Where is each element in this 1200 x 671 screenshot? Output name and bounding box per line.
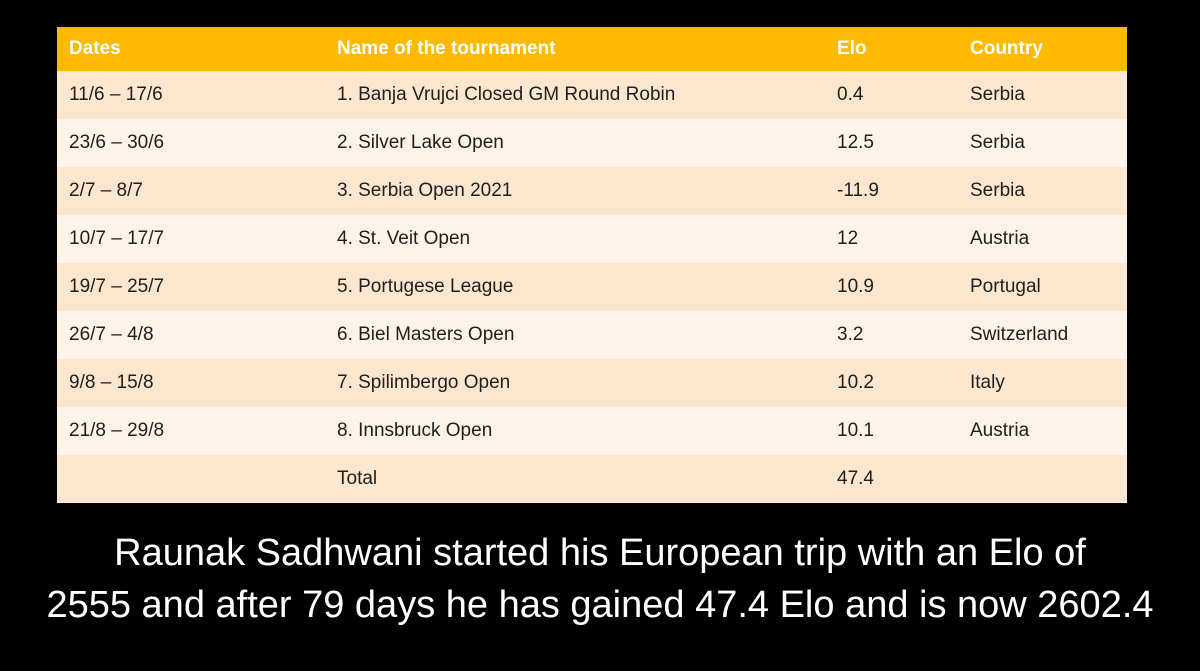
table-cell: 21/8 – 29/8 [57,407,325,455]
tournament-table-body: 11/6 – 17/6 1. Banja Vrujci Closed GM Rou… [57,71,1127,503]
table-cell: 3. Serbia Open 2021 [325,167,825,215]
tournament-table-head: Dates Name of the tournament Elo Country [57,27,1127,71]
table-cell: 5. Portugese League [325,263,825,311]
column-header: Country [958,27,1127,71]
table-cell: 11/6 – 17/6 [57,71,325,119]
table-cell: Italy [958,359,1127,407]
table-row: 23/6 – 30/6 2. Silver Lake Open 12.5 Serbia [57,119,1127,167]
column-header: Dates [57,27,325,71]
table-row: 2/7 – 8/7 3. Serbia Open 2021 -11.9 Serbia [57,167,1127,215]
table-cell: 0.4 [825,71,958,119]
table-cell: 10.2 [825,359,958,407]
table-row: 21/8 – 29/8 8. Innsbruck Open 10.1 Austria [57,407,1127,455]
table-row: 26/7 – 4/8 6. Biel Masters Open 3.2 Switzer… [57,311,1127,359]
table-cell [57,455,325,503]
table-cell: Serbia [958,119,1127,167]
table-cell: 26/7 – 4/8 [57,311,325,359]
table-row: 11/6 – 17/6 1. Banja Vrujci Closed GM Rou… [57,71,1127,119]
header-row: Dates Name of the tournament Elo Country [57,27,1127,71]
column-header: Name of the tournament [325,27,825,71]
table-row: 9/8 – 15/8 7. Spilimbergo Open 10.2 Italy [57,359,1127,407]
table-cell: Austria [958,215,1127,263]
table-cell [958,455,1127,503]
table-cell: Total [325,455,825,503]
table-row: Total 47.4 [57,455,1127,503]
table-cell: 9/8 – 15/8 [57,359,325,407]
summary-caption: Raunak Sadhwani started his European tri… [0,527,1200,631]
table-cell: 10.9 [825,263,958,311]
table-cell: 2. Silver Lake Open [325,119,825,167]
table-cell: Austria [958,407,1127,455]
table-cell: 4. St. Veit Open [325,215,825,263]
table-row: 10/7 – 17/7 4. St. Veit Open 12 Austria [57,215,1127,263]
table-cell: 3.2 [825,311,958,359]
table-cell: 19/7 – 25/7 [57,263,325,311]
table-cell: 7. Spilimbergo Open [325,359,825,407]
table-cell: 10/7 – 17/7 [57,215,325,263]
table-cell: 23/6 – 30/6 [57,119,325,167]
tournament-table-container: Dates Name of the tournament Elo Country 11… [57,27,1127,503]
table-cell: 6. Biel Masters Open [325,311,825,359]
table-cell: 1. Banja Vrujci Closed GM Round Robin [325,71,825,119]
table-cell: 12.5 [825,119,958,167]
summary-caption-line2: 2555 and after 79 days he has gained 47.… [46,584,1154,626]
table-cell: 2/7 – 8/7 [57,167,325,215]
table-cell: Serbia [958,71,1127,119]
table-cell: 10.1 [825,407,958,455]
summary-caption-line1: Raunak Sadhwani started his European tri… [114,532,1086,574]
table-cell: Switzerland [958,311,1127,359]
table-cell: -11.9 [825,167,958,215]
table-cell: 8. Innsbruck Open [325,407,825,455]
table-row: 19/7 – 25/7 5. Portugese League 10.9 Portug… [57,263,1127,311]
table-cell: 12 [825,215,958,263]
table-cell: Portugal [958,263,1127,311]
table-cell: 47.4 [825,455,958,503]
column-header: Elo [825,27,958,71]
tournament-table: Dates Name of the tournament Elo Country 11… [57,27,1127,503]
table-cell: Serbia [958,167,1127,215]
